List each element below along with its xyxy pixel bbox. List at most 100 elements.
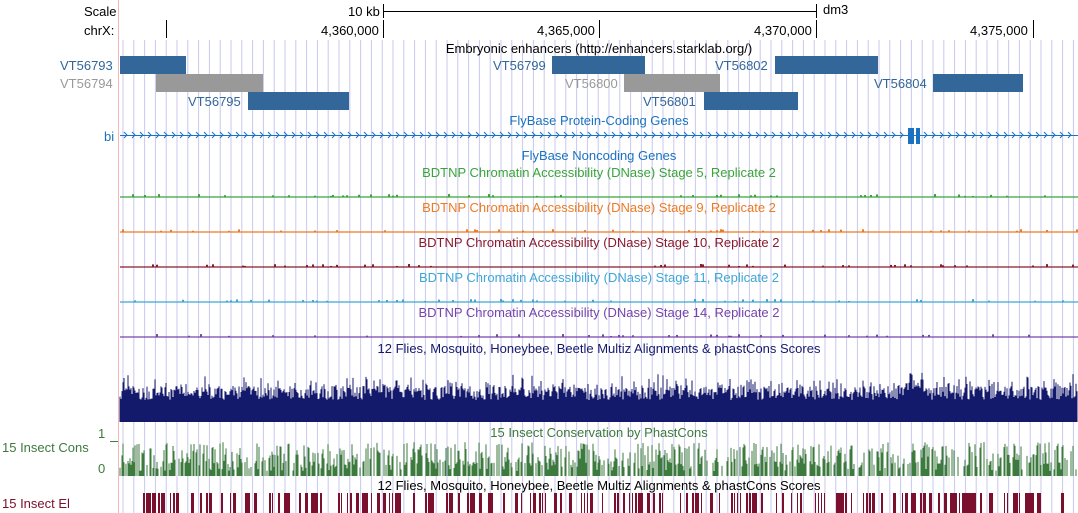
feature-label-vt56794[interactable]: VT56794 — [60, 76, 113, 91]
feature-vt56800[interactable] — [624, 74, 720, 92]
conserved-element — [278, 493, 280, 513]
dnase-signal — [588, 335, 590, 337]
dnase-signal — [822, 265, 824, 267]
gene-exon[interactable] — [916, 128, 920, 144]
dnase-signal — [226, 300, 228, 302]
gene-intron-line[interactable] — [120, 135, 1078, 136]
conserved-element — [749, 493, 751, 513]
conserved-element — [992, 493, 993, 513]
conserved-element — [881, 493, 883, 513]
conserved-element — [230, 493, 231, 513]
dnase-signal — [336, 230, 338, 232]
dnase-signal — [1016, 230, 1018, 232]
conserved-element — [869, 493, 871, 513]
conserved-element — [1004, 493, 1005, 513]
dnase-signal — [848, 265, 850, 267]
conserved-element — [143, 493, 145, 513]
ruler-tick — [816, 20, 817, 38]
conserved-element — [428, 493, 431, 513]
feature-vt56795[interactable] — [248, 92, 349, 110]
dnase-signal — [460, 335, 462, 337]
conserved-element — [392, 493, 393, 513]
conserved-element — [413, 493, 415, 513]
dnase-signal — [424, 300, 426, 302]
dnase-signal — [840, 229, 842, 232]
left-label-insect-cons[interactable]: 15 Insect Cons — [2, 440, 89, 455]
conserved-element — [590, 493, 593, 513]
feature-vt56802[interactable] — [775, 56, 878, 74]
dnase-signal — [326, 300, 328, 302]
conserved-element — [395, 493, 398, 513]
dnase-signal — [468, 195, 470, 197]
feature-label-vt56795[interactable]: VT56795 — [188, 94, 241, 109]
conserved-element — [284, 493, 287, 513]
feature-vt56801[interactable] — [704, 92, 798, 110]
conserved-element — [911, 493, 914, 513]
feature-label-vt56804[interactable]: VT56804 — [874, 76, 927, 91]
dnase-signal — [776, 195, 778, 197]
conserved-element — [542, 493, 543, 513]
feature-label-vt56793[interactable]: VT56793 — [60, 58, 113, 73]
conserved-element — [452, 493, 453, 513]
feature-label-vt56801[interactable]: VT56801 — [643, 94, 696, 109]
assembly-label: dm3 — [823, 2, 849, 17]
ruler-position: 4,365,000 — [537, 23, 595, 38]
dnase-signal — [192, 230, 194, 232]
conserved-element — [971, 493, 974, 513]
dnase-signal — [448, 194, 450, 197]
left-label-insect-el[interactable]: 15 Insect El — [2, 496, 70, 511]
dnase-signal — [876, 334, 878, 337]
dnase-signal — [198, 194, 200, 197]
conserved-element — [305, 493, 308, 513]
dnase-signal — [702, 264, 704, 267]
dnase-signal — [738, 265, 740, 267]
dnase-signal — [602, 334, 604, 337]
feature-label-vt56802[interactable]: VT56802 — [715, 58, 768, 73]
conserved-element — [173, 493, 175, 513]
conserved-element — [698, 493, 699, 513]
conserved-element — [431, 493, 434, 513]
scale-bar — [384, 11, 816, 12]
feature-vt56799[interactable] — [552, 56, 645, 74]
feature-vt56794[interactable] — [156, 74, 263, 92]
dnase-signal — [306, 265, 308, 267]
conserved-element — [1019, 493, 1020, 513]
track-title-multiz: 12 Flies, Mosquito, Honeybee, Beetle Mul… — [377, 341, 821, 356]
dnase-signal — [1044, 195, 1046, 197]
dnase-signal — [470, 299, 472, 302]
dnase-signal — [750, 195, 752, 197]
dnase-signal — [862, 229, 864, 232]
dnase-signal — [302, 300, 304, 302]
conserved-element — [560, 493, 562, 513]
dnase-signal — [236, 299, 238, 302]
conserved-element — [686, 493, 688, 513]
dnase-signal — [402, 299, 404, 302]
conserved-element — [350, 493, 352, 513]
dnase-signal — [408, 264, 410, 267]
conserved-element — [662, 493, 663, 513]
feature-vt56804[interactable] — [933, 74, 1023, 92]
feature-label-vt56800[interactable]: VT56800 — [565, 76, 618, 91]
gene-label-bi[interactable]: bi — [104, 129, 115, 144]
dnase-signal — [972, 299, 974, 302]
conserved-element — [1031, 493, 1034, 513]
dnase-signal — [532, 299, 534, 302]
feature-vt56793[interactable] — [120, 56, 186, 74]
dnase-signal — [492, 195, 494, 197]
gene-exon[interactable] — [908, 128, 914, 144]
dnase-signal — [754, 194, 756, 197]
feature-label-vt56799[interactable]: VT56799 — [493, 58, 546, 73]
conserved-element — [1013, 493, 1016, 513]
dnase-signal — [438, 299, 440, 302]
conserved-element — [398, 493, 401, 513]
conserved-element — [152, 493, 155, 513]
conserved-element — [959, 493, 960, 513]
dnase-signal — [966, 265, 968, 267]
dnase-signal — [920, 300, 922, 302]
dnase-signal — [122, 229, 124, 232]
cons-scale-max: 1 — [98, 426, 106, 441]
dnase-signal — [738, 194, 740, 197]
dnase-signal — [466, 229, 468, 232]
track-title-dnase-stage11: BDTNP Chromatin Accessibility (DNase) St… — [418, 270, 780, 285]
dnase-signal — [940, 230, 942, 232]
